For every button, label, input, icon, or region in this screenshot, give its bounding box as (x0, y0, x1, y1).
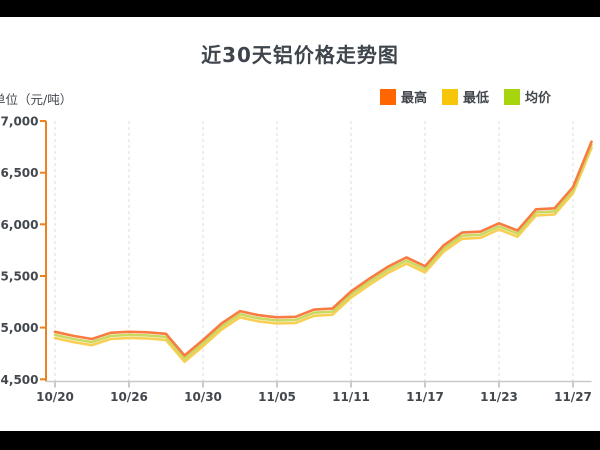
legend-swatch-highest (379, 88, 396, 105)
line-lowest (53, 146, 593, 364)
x-axis-label: 10/20 (36, 390, 74, 404)
legend-label-highest: 最高 (400, 91, 427, 106)
legend-label-average: 均价 (524, 91, 551, 106)
legend-swatch-lowest (441, 88, 458, 105)
legend-item-lowest: 最低 (441, 87, 489, 106)
chart-title: 近30天铝价格走势图 (201, 43, 399, 67)
letterbox-top (0, 0, 600, 17)
x-axis-label: 11/27 (554, 390, 592, 404)
y-axis-label: 15,000 (0, 321, 39, 335)
x-axis-label: 11/11 (332, 390, 370, 404)
y-axis-label: 16,000 (0, 218, 39, 232)
legend-item-average: 均价 (503, 87, 551, 106)
x-axis-label: 11/17 (406, 390, 444, 404)
x-axis-label: 10/30 (184, 390, 222, 404)
x-axis-label: 10/26 (110, 390, 148, 404)
letterbox-bottom (0, 431, 600, 450)
legend-item-highest: 最高 (379, 87, 427, 106)
y-axis-unit-label: 单位（元/吨） (0, 92, 73, 107)
line-highest (53, 140, 593, 357)
y-axis-label: 14,500 (0, 373, 39, 387)
y-axis-label: 15,500 (0, 270, 39, 284)
legend: 最高 最低 均价 (379, 87, 551, 106)
y-axis-label: 16,500 (0, 166, 39, 180)
legend-label-lowest: 最低 (462, 91, 489, 106)
x-axis-label: 11/23 (480, 390, 518, 404)
x-axis-label: 11/05 (258, 390, 296, 404)
legend-swatch-average (503, 88, 520, 105)
y-axis-label: 17,000 (0, 115, 39, 129)
line-average (53, 143, 593, 360)
